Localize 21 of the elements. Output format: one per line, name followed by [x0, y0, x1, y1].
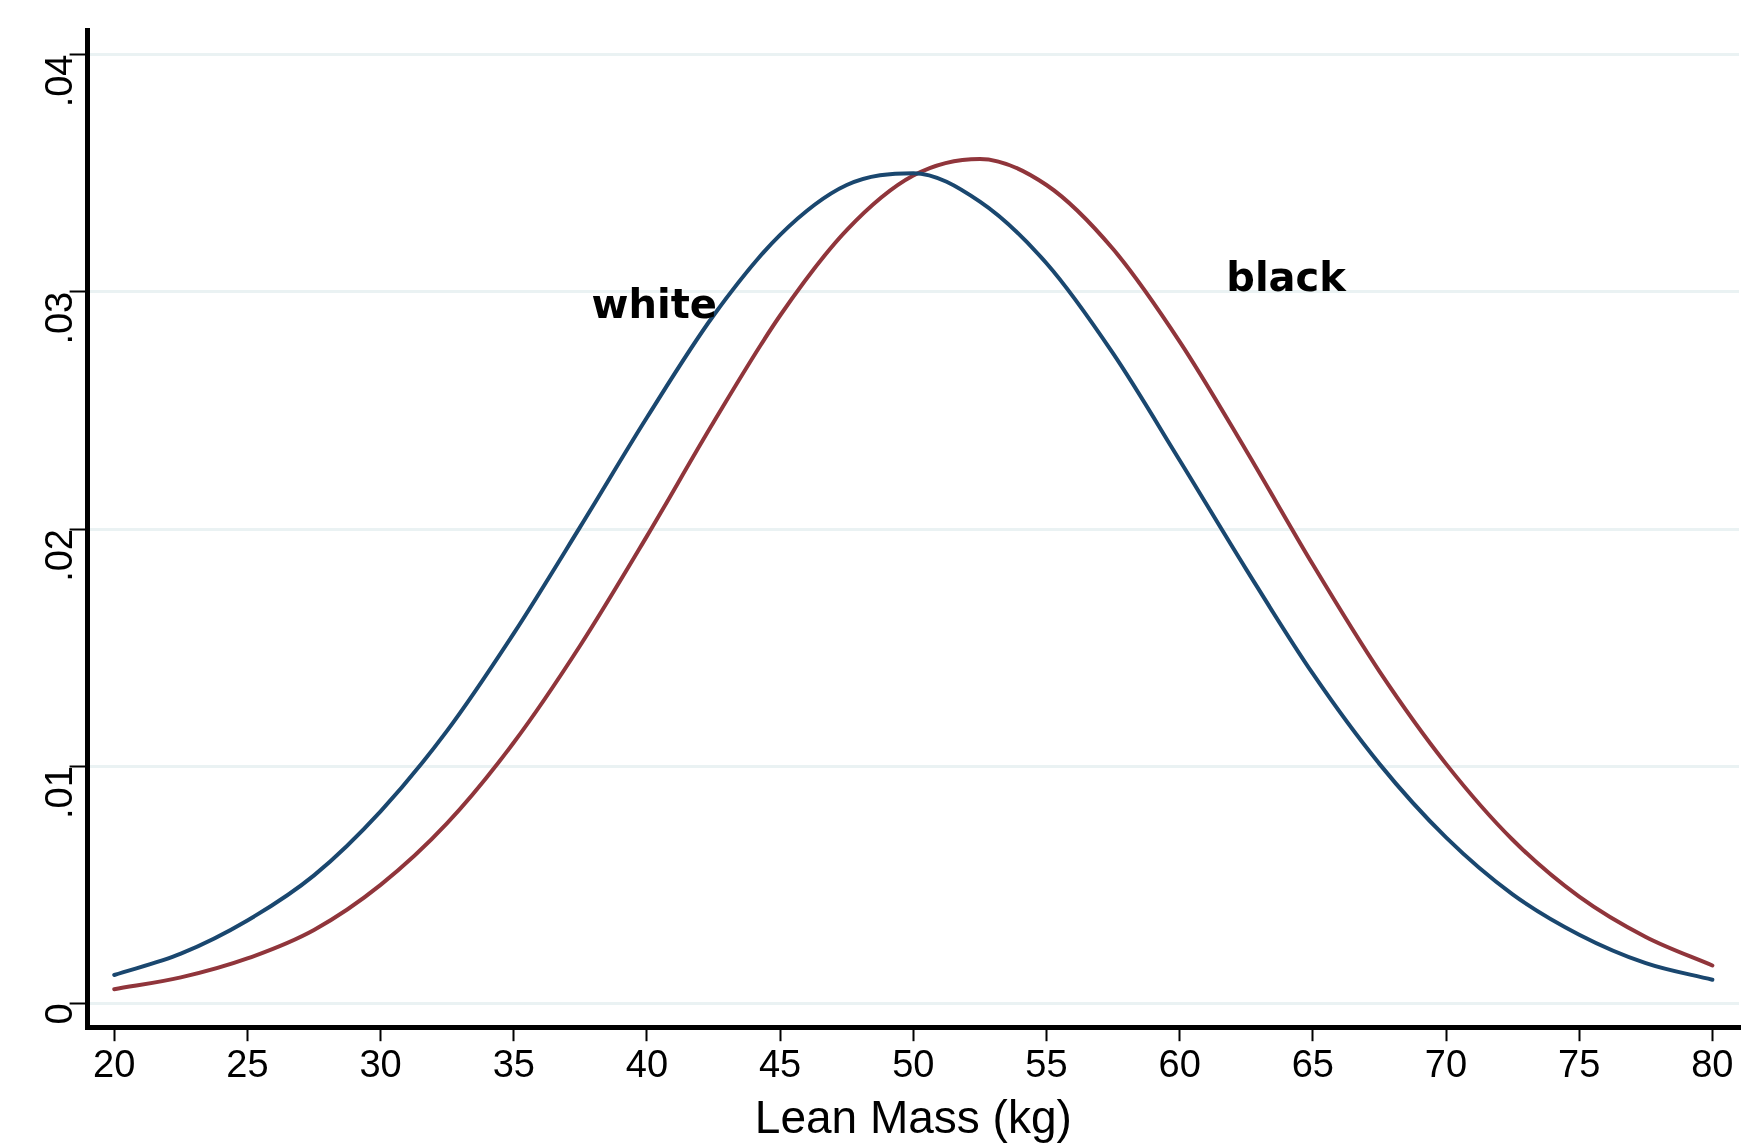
x-tick-label: 40	[625, 1043, 669, 1086]
y-tick-label: 0	[38, 1003, 81, 1025]
x-tick-label: 80	[1691, 1043, 1734, 1086]
x-tick-label: 50	[892, 1043, 935, 1086]
y-tick-label: .01	[38, 766, 81, 820]
x-tick-label: 60	[1158, 1043, 1201, 1086]
x-tick-label: 30	[359, 1043, 402, 1086]
y-tick-label: .02	[38, 529, 81, 582]
series-label: black	[1226, 254, 1348, 301]
x-tick-label: 65	[1291, 1043, 1334, 1086]
x-tick-label: 55	[1025, 1043, 1068, 1086]
x-tick-label: 45	[758, 1043, 802, 1086]
series-label: white	[591, 280, 717, 327]
x-tick-label: 25	[226, 1043, 269, 1086]
x-tick-label: 35	[492, 1043, 535, 1086]
x-tick-label: 70	[1424, 1043, 1468, 1086]
y-tick-label: .03	[38, 291, 81, 345]
x-tick-label: 75	[1558, 1043, 1601, 1086]
x-tick-label: 20	[93, 1043, 136, 1086]
x-axis-title: Lean Mass (kg)	[754, 1091, 1072, 1144]
y-tick-label: .04	[38, 54, 81, 108]
